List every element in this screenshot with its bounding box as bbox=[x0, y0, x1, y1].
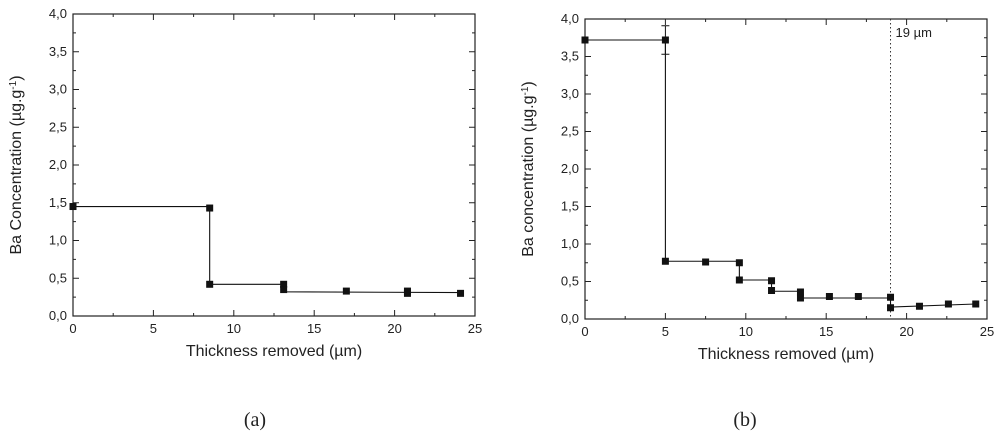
p1-data-point bbox=[887, 304, 895, 312]
p1-x-tick-label: 15 bbox=[819, 324, 833, 339]
p0-y-tick-label: 2,5 bbox=[49, 119, 67, 134]
p1-data-point bbox=[972, 300, 980, 308]
p0-data-point bbox=[457, 289, 465, 297]
p1-data-point bbox=[768, 287, 776, 294]
p0-data-point bbox=[342, 287, 350, 295]
p0-y-tick-label: 1,0 bbox=[49, 233, 67, 248]
p1-y-axis-label: Ba concentration (µg.g-1) bbox=[520, 81, 538, 257]
p1-y-tick-label: 0,5 bbox=[561, 274, 579, 289]
p1-y-tick-label: 1,5 bbox=[561, 199, 579, 214]
p1-data-point bbox=[735, 259, 743, 267]
p1-x-axis-label: Thickness removed (µm) bbox=[698, 346, 874, 363]
p1-y-tick-label: 1,0 bbox=[561, 236, 579, 251]
p0-y-tick-label: 2,0 bbox=[49, 157, 67, 172]
p1-data-point bbox=[796, 294, 804, 302]
p1-data-point bbox=[661, 36, 669, 44]
p1-x-tick-label: 0 bbox=[581, 324, 588, 339]
p1-data-point bbox=[768, 277, 776, 285]
p1-y-tick-label: 3,5 bbox=[561, 49, 579, 64]
p1-y-tick-label: 4,0 bbox=[561, 11, 579, 26]
panel-a: 0 5 10 15 20 25 0,0 0,5 1,0 1,5 2,0 2,5 3,0 3,5 4,0 Thi… bbox=[8, 6, 483, 360]
p1-data-point bbox=[825, 293, 833, 300]
p1-y-tick-label: 3,0 bbox=[561, 86, 579, 101]
p1-y-tick-label: 0,0 bbox=[561, 311, 579, 326]
p0-data-point bbox=[280, 280, 288, 288]
p1-plot-frame bbox=[584, 18, 988, 320]
p1-data-point bbox=[915, 302, 923, 310]
p1-x-tick-label: 10 bbox=[739, 324, 753, 339]
p1-step-line bbox=[585, 39, 976, 308]
p0-y-tick-label: 4,0 bbox=[49, 6, 67, 21]
p0-x-tick-label: 5 bbox=[150, 321, 157, 336]
p1-data-point bbox=[854, 293, 862, 300]
p1-data-point bbox=[735, 276, 743, 284]
p0-x-tick-label: 15 bbox=[307, 321, 321, 336]
p1-data-point bbox=[944, 300, 952, 308]
panel-a-caption: (a) bbox=[244, 409, 266, 431]
p0-y-tick-label: 3,0 bbox=[49, 82, 67, 97]
p0-data-point bbox=[403, 289, 411, 297]
p1-x-tick-label: 25 bbox=[980, 324, 994, 339]
p1-y-tick-label: 2,5 bbox=[561, 124, 579, 139]
p0-data-point bbox=[280, 286, 288, 294]
p1-data-point bbox=[796, 288, 804, 296]
p0-data-point bbox=[206, 204, 214, 212]
p0-x-tick-label: 10 bbox=[227, 321, 241, 336]
p1-data-point bbox=[887, 293, 895, 301]
p0-x-tick-label: 25 bbox=[468, 321, 482, 336]
p0-y-tick-label: 1,5 bbox=[49, 195, 67, 210]
p1-y-tick-label: 2,0 bbox=[561, 161, 579, 176]
p0-y-tick-label: 0,5 bbox=[49, 270, 67, 285]
panel-b: 0 5 10 15 20 25 0,0 0,5 1,0 1,5 2,0 2,5 3,0 3,5 4,0 Thi… bbox=[520, 11, 995, 363]
p1-data-point bbox=[661, 257, 669, 265]
p0-y-tick-label: 3,5 bbox=[49, 44, 67, 59]
p1-data-point bbox=[702, 258, 710, 266]
p1-x-tick-label: 5 bbox=[662, 324, 669, 339]
p0-x-tick-label: 20 bbox=[387, 321, 401, 336]
panel-b-caption: (b) bbox=[733, 409, 756, 431]
p0-x-axis-label: Thickness removed (µm) bbox=[186, 343, 362, 360]
p0-y-tick-label: 0,0 bbox=[49, 308, 67, 323]
p1-x-tick-label: 20 bbox=[899, 324, 913, 339]
p0-y-axis-label: Ba Concentration (µg.g-1) bbox=[8, 75, 26, 254]
p0-x-tick-label: 0 bbox=[69, 321, 76, 336]
p1-annotation: 19 µm bbox=[896, 25, 932, 40]
p0-data-point bbox=[206, 280, 214, 288]
p1-data-point bbox=[581, 36, 589, 44]
p0-data-point bbox=[69, 203, 77, 211]
p0-step-line bbox=[73, 205, 464, 294]
p0-plot-frame bbox=[72, 13, 476, 317]
